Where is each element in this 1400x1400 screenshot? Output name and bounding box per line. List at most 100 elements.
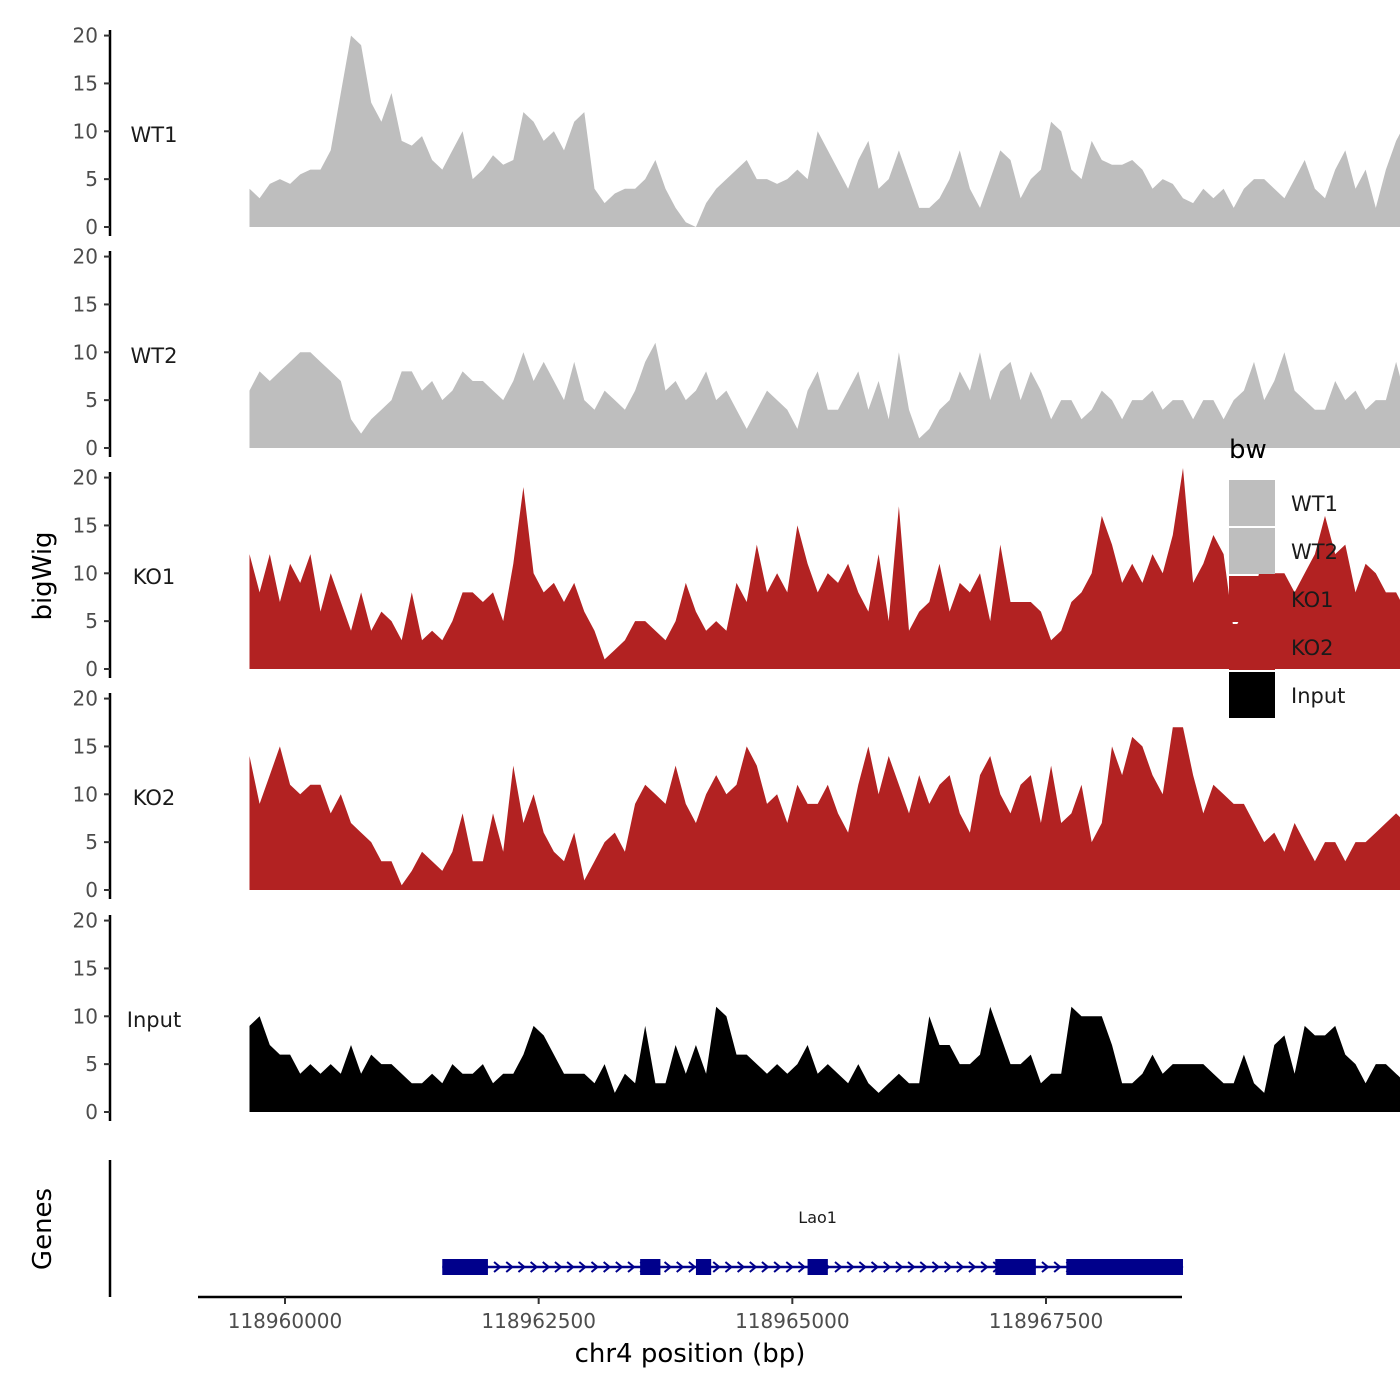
y-tick-label: 15 xyxy=(73,956,98,980)
y-tick-label: 5 xyxy=(85,388,98,412)
y-tick-label: 10 xyxy=(73,119,98,143)
x-tick-label: 118962500 xyxy=(481,1309,596,1333)
strand-arrow xyxy=(883,1261,892,1273)
strand-arrow xyxy=(943,1261,953,1273)
y-tick-label: 0 xyxy=(85,436,98,460)
y-tick-label: 5 xyxy=(85,830,98,854)
strand-arrow xyxy=(858,1261,867,1273)
y-tick-label: 15 xyxy=(73,71,98,95)
strand-arrow xyxy=(505,1261,514,1273)
legend-key-ko1 xyxy=(1229,576,1275,622)
strand-arrow xyxy=(761,1261,770,1273)
x-axis-title: chr4 position (bp) xyxy=(575,1339,806,1369)
y-tick-label: 5 xyxy=(85,609,98,633)
track-label-ko1: KO1 xyxy=(133,565,176,589)
strand-arrow xyxy=(919,1261,928,1273)
track-label-wt2: WT2 xyxy=(131,344,178,368)
y-tick-label: 0 xyxy=(85,878,98,902)
x-tick-label: 118960000 xyxy=(228,1309,343,1333)
y-tick-label: 0 xyxy=(85,657,98,681)
y-tick-label: 20 xyxy=(73,466,98,490)
strand-arrow xyxy=(834,1261,843,1273)
strand-arrow xyxy=(529,1261,539,1273)
strand-arrow xyxy=(1053,1261,1062,1273)
strand-arrow xyxy=(1041,1261,1050,1273)
gene-exon xyxy=(640,1259,661,1275)
y-tick-label: 5 xyxy=(85,167,98,191)
strand-arrow xyxy=(980,1261,989,1273)
y-tick-label: 5 xyxy=(85,1052,98,1076)
legend-title: bw xyxy=(1229,435,1267,465)
gene-exon xyxy=(695,1259,712,1275)
series-area-wt1 xyxy=(249,35,1400,227)
gene-name-label: Lao1 xyxy=(798,1208,837,1227)
strand-arrow xyxy=(785,1261,794,1273)
axes-layer: 0 5 10 15 20 WT1 0 5 10 15 20 WT2 0 5 10 15 20 KO1 0 5 10 15 2… xyxy=(73,24,1182,1333)
strand-arrow xyxy=(615,1261,624,1273)
strand-arrow xyxy=(749,1261,758,1273)
y-tick-label: 10 xyxy=(73,1004,98,1028)
strand-arrow xyxy=(870,1261,880,1273)
legend-key-wt1 xyxy=(1229,480,1275,526)
y-tick-label: 20 xyxy=(73,687,98,711)
track-label-ko2: KO2 xyxy=(133,786,176,810)
legend-key-ko2 xyxy=(1229,624,1275,670)
y-tick-label: 10 xyxy=(73,340,98,364)
legend-key-wt2 xyxy=(1229,528,1275,574)
legend-label-input: Input xyxy=(1291,684,1345,708)
y-tick-label: 20 xyxy=(73,245,98,269)
legend: bw WT1 WT2 KO1 KO2 Input xyxy=(1229,435,1345,718)
strand-arrow xyxy=(542,1261,551,1273)
gene-exon xyxy=(995,1259,1036,1275)
tracks-layer xyxy=(249,35,1400,1112)
y-tick-label: 15 xyxy=(73,513,98,537)
strand-arrow xyxy=(931,1261,940,1273)
y-tick-label: 20 xyxy=(73,24,98,48)
gene-exon xyxy=(442,1259,488,1275)
strand-arrow xyxy=(493,1261,502,1273)
y-tick-label: 10 xyxy=(73,561,98,585)
legend-label-wt1: WT1 xyxy=(1291,492,1338,516)
series-area-ko2 xyxy=(249,727,1400,890)
strand-arrow xyxy=(676,1261,685,1273)
series-area-input xyxy=(249,1006,1400,1112)
x-tick-label: 118967500 xyxy=(989,1309,1104,1333)
y-tick-label: 10 xyxy=(73,782,98,806)
series-area-ko1 xyxy=(249,468,1400,669)
gene-track: Lao1 xyxy=(442,1208,1184,1275)
strand-arrow xyxy=(724,1261,733,1273)
legend-label-wt2: WT2 xyxy=(1291,540,1338,564)
strand-arrow xyxy=(736,1261,746,1273)
y-axis-title: bigWig xyxy=(28,531,58,620)
gene-exon xyxy=(1066,1259,1183,1275)
strand-arrow xyxy=(627,1261,636,1273)
strand-arrow xyxy=(517,1261,526,1273)
legend-label-ko2: KO2 xyxy=(1291,636,1334,660)
legend-key-input xyxy=(1229,672,1275,718)
y-tick-label: 20 xyxy=(73,909,98,933)
strand-arrow xyxy=(797,1261,807,1273)
strand-arrow xyxy=(968,1261,977,1273)
strand-arrow xyxy=(712,1261,721,1273)
y-tick-label: 15 xyxy=(73,734,98,758)
track-label-wt1: WT1 xyxy=(131,123,178,147)
y-tick-label: 0 xyxy=(85,215,98,239)
legend-label-ko1: KO1 xyxy=(1291,588,1334,612)
strand-arrow xyxy=(688,1261,697,1273)
y-tick-label: 0 xyxy=(85,1100,98,1124)
gene-exon xyxy=(807,1259,828,1275)
strand-arrow xyxy=(590,1261,600,1273)
strand-arrow xyxy=(895,1261,904,1273)
strand-arrow xyxy=(578,1261,587,1273)
track-label-input: Input xyxy=(127,1008,181,1032)
series-area-wt2 xyxy=(249,342,1400,448)
strand-arrow xyxy=(773,1261,782,1273)
y-tick-label: 15 xyxy=(73,292,98,316)
x-tick-label: 118965000 xyxy=(735,1309,850,1333)
strand-arrow xyxy=(846,1261,855,1273)
genes-axis-title: Genes xyxy=(28,1188,58,1270)
strand-arrow xyxy=(566,1261,575,1273)
strand-arrow xyxy=(603,1261,612,1273)
strand-arrow xyxy=(554,1261,563,1273)
